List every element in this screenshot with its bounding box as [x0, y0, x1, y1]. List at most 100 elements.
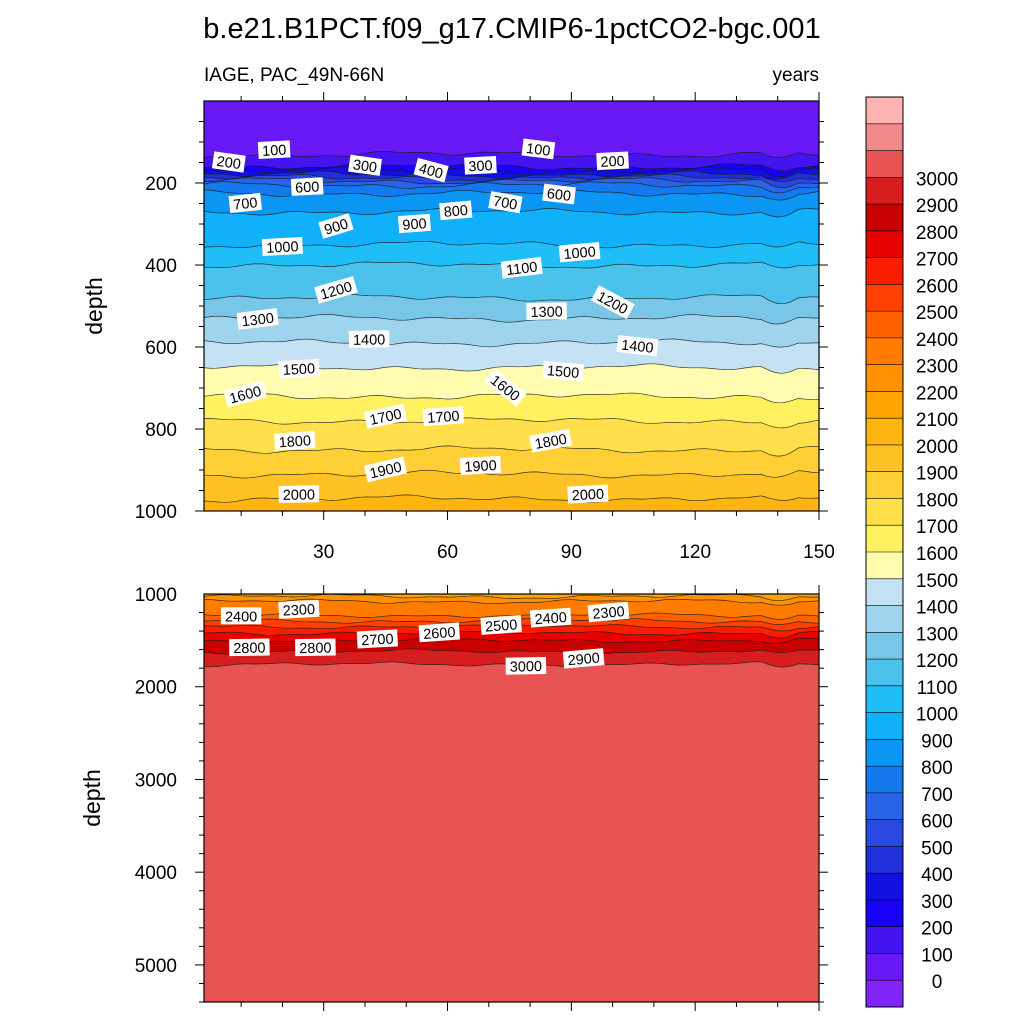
- contour-label-box: [529, 607, 572, 628]
- colorbar-label: 1100: [917, 678, 958, 699]
- colorbar-swatch: [866, 552, 903, 580]
- upper-contour-line-1400: [204, 338, 819, 348]
- contour-label-text: 2300: [282, 602, 315, 620]
- contour-label-box: [542, 360, 585, 382]
- contour-label-text: 2500: [485, 617, 518, 635]
- contour-label-box: [480, 615, 522, 635]
- colorbar-swatch: [866, 899, 903, 928]
- contour-label-box: [488, 191, 523, 214]
- upper-contour-label: 1400: [348, 330, 390, 349]
- contour-label-text: 700: [492, 194, 519, 214]
- lower-contour-label: 2500: [480, 615, 522, 636]
- upper-y-axis-label: depth: [81, 277, 107, 335]
- colorbar-label: 400: [921, 865, 953, 886]
- upper-contour-label: 1900: [363, 456, 408, 483]
- colorbar-label: 1500: [916, 571, 958, 592]
- y-tick-label: 5000: [135, 956, 177, 977]
- contour-label-text: 100: [262, 143, 287, 160]
- colorbar-label: 1300: [916, 624, 958, 645]
- upper-contour-label: 1500: [278, 359, 320, 379]
- colorbar-label: 700: [921, 785, 953, 806]
- contour-label-box: [220, 607, 262, 625]
- upper-contour-line-200: [204, 162, 819, 172]
- contour-label-text: 1100: [505, 259, 538, 279]
- contour-label-box: [363, 456, 408, 483]
- upper-contour-label: 1800: [274, 430, 316, 451]
- contour-label-text: 1300: [241, 311, 275, 331]
- upper-band-2000: [204, 494, 819, 511]
- contour-label-text: 400: [417, 161, 445, 183]
- upper-contour-label: 700: [488, 191, 523, 214]
- colorbar-swatch: [866, 953, 903, 981]
- upper-contour-label: 800: [439, 200, 473, 221]
- lower-x-axis: [240, 585, 820, 1011]
- upper-contour-label: 1100: [500, 256, 543, 279]
- colorbar-label: 1700: [916, 517, 958, 538]
- x-tick-label: 60: [437, 542, 458, 563]
- colorbar-swatch: [866, 418, 903, 446]
- upper-contour-label: 2000: [567, 484, 609, 505]
- colorbar-label: 2000: [916, 437, 958, 458]
- right-subtitle: years: [773, 65, 819, 86]
- colorbar-swatch: [866, 391, 903, 419]
- contour-label-box: [526, 302, 567, 321]
- contour-label-text: 2000: [571, 487, 604, 505]
- upper-contour-label: 900: [318, 213, 354, 239]
- colorbar-swatch: [866, 792, 903, 820]
- colorbar-label: 1600: [916, 544, 958, 565]
- contour-label-box: [295, 638, 336, 657]
- colorbar-swatch: [866, 311, 903, 339]
- upper-contour-line-1300: [204, 314, 819, 325]
- upper-contour-line-1000: [204, 240, 819, 249]
- upper-contour-label: 2000: [278, 485, 320, 504]
- y-tick-label: 1000: [135, 585, 177, 606]
- contour-label-text: 2900: [567, 651, 601, 670]
- contour-label-text: 900: [322, 216, 350, 238]
- colorbar-label: 200: [921, 919, 953, 940]
- contour-label-text: 2400: [534, 610, 567, 628]
- colorbar-label: 300: [921, 892, 953, 913]
- colorbar-label: 1800: [916, 490, 958, 511]
- colorbar-label: 2900: [916, 196, 958, 217]
- colorbar-label: 900: [921, 731, 953, 752]
- contour-label-box: [500, 256, 543, 279]
- contour-label-box: [261, 236, 303, 257]
- lower-contour-line-2200: [204, 594, 819, 602]
- colorbar-label: 0: [932, 972, 943, 993]
- colorbar-swatch: [866, 150, 903, 178]
- contour-label-box: [290, 177, 324, 196]
- contour-label-text: 900: [402, 216, 427, 234]
- contour-label-box: [464, 155, 497, 175]
- colorbar-swatch: [866, 498, 903, 526]
- contour-label-text: 1500: [282, 361, 315, 379]
- colorbar-swatch: [866, 525, 903, 553]
- colorbar-label: 100: [921, 945, 953, 966]
- upper-contour-label: 300: [464, 155, 497, 175]
- colorbar-swatch: [866, 578, 903, 606]
- contour-label-box: [562, 648, 605, 669]
- colorbar-swatch: [866, 605, 903, 633]
- upper-contour-line-500: [204, 173, 819, 182]
- contour-label-box: [529, 428, 572, 453]
- colorbar-swatch: [866, 257, 903, 285]
- upper-contour-label: 100: [521, 138, 556, 160]
- contour-label-text: 1900: [464, 458, 497, 476]
- upper-contour-label: 700: [228, 192, 262, 214]
- contour-label-box: [422, 406, 465, 427]
- upper-contour-label: 200: [596, 151, 629, 171]
- contour-label-text: 1400: [353, 332, 386, 349]
- upper-contour-label: 1000: [261, 236, 303, 257]
- contour-label-text: 1900: [368, 460, 403, 483]
- y-tick-label: 600: [145, 338, 177, 359]
- colorbar-swatch: [866, 230, 903, 258]
- upper-contour-line-400: [204, 170, 819, 180]
- contour-label-text: 1000: [563, 244, 597, 263]
- contour-label-box: [356, 629, 398, 649]
- colorbar-swatch: [866, 284, 903, 312]
- contour-label-box: [211, 151, 246, 173]
- contour-label-box: [278, 359, 320, 379]
- upper-contour-line-1900: [204, 469, 819, 479]
- contour-label-text: 200: [216, 154, 242, 173]
- contour-label-text: 2800: [233, 641, 266, 658]
